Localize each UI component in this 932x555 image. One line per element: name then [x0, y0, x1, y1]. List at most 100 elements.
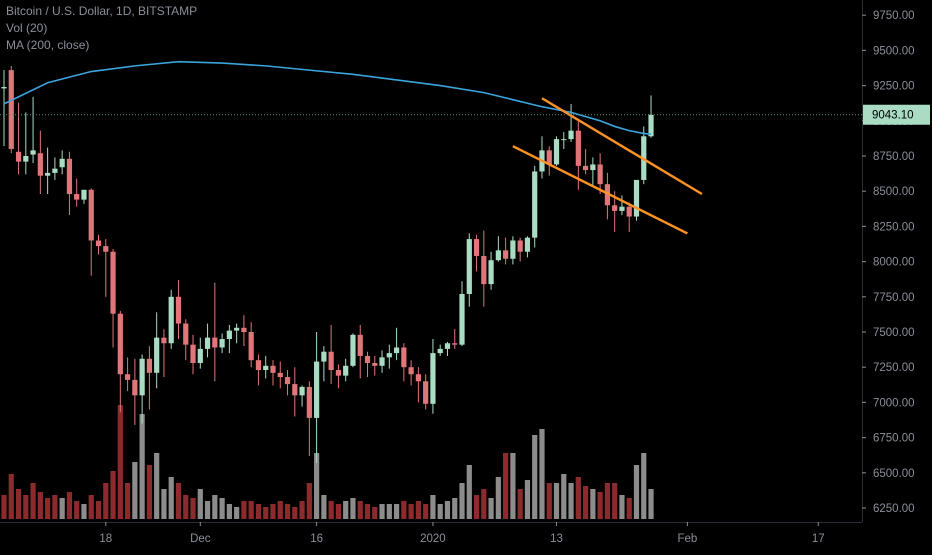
candle-body	[306, 386, 312, 418]
candle-body	[190, 344, 196, 363]
candle-body	[277, 372, 283, 378]
chart-canvas[interactable]	[0, 0, 862, 522]
candle-body	[30, 150, 36, 155]
candle-body	[255, 360, 262, 371]
price-tick-label: 8250.00	[873, 221, 915, 233]
candle-body	[408, 367, 414, 375]
candle-body	[95, 240, 102, 247]
candle-body	[423, 381, 429, 404]
candle-body	[372, 362, 378, 366]
volume-bar	[263, 507, 269, 519]
time-tick-label: Dec	[190, 533, 211, 545]
moving-average-line	[3, 60, 652, 135]
price-tick-label: 9250.00	[873, 81, 915, 93]
candle-body	[328, 351, 334, 371]
candle-body	[575, 130, 581, 166]
candle-body	[37, 153, 43, 176]
volume-bar	[270, 504, 276, 519]
volume-bar	[190, 498, 196, 519]
volume-bar	[292, 507, 298, 519]
candle-body	[270, 365, 276, 373]
candle-body	[437, 348, 443, 354]
volume-bar	[372, 507, 378, 519]
time-tick-label: 16	[310, 533, 323, 545]
price-tick-label: 9500.00	[873, 45, 915, 57]
candle-body	[139, 358, 145, 396]
candle-body	[386, 353, 392, 358]
volume-bar	[481, 489, 487, 519]
price-chart[interactable]: Bitcoin / U.S. Dollar, 1D, BITSTAMP Vol …	[0, 0, 862, 522]
candle-body	[590, 164, 596, 171]
candle-body	[241, 327, 247, 332]
volume-bar	[335, 504, 342, 519]
volume-bar	[568, 483, 574, 519]
volume-bar	[401, 501, 407, 519]
symbol-title[interactable]: Bitcoin / U.S. Dollar, 1D, BITSTAMP	[6, 4, 198, 18]
candle-body	[146, 358, 152, 373]
current-price-label: 9043.10	[872, 110, 914, 122]
volume-bar	[575, 477, 581, 519]
candle-body	[524, 237, 531, 252]
candle-body	[45, 172, 51, 176]
volume-bar	[619, 495, 625, 519]
candle-body	[66, 158, 73, 195]
time-axis[interactable]: 18Dec16202013Feb17Mar	[0, 522, 862, 550]
price-tick-label: 6750.00	[873, 433, 915, 445]
volume-bar	[103, 483, 109, 519]
volume-bar	[175, 483, 182, 519]
candle-body	[452, 343, 458, 345]
volume-bar	[415, 501, 421, 519]
time-tick-label: 17	[812, 533, 825, 545]
candle-body	[292, 384, 298, 396]
ma-indicator-label[interactable]: MA (200, close)	[6, 38, 90, 52]
volume-bar	[561, 474, 567, 519]
volume-bar	[23, 495, 29, 519]
time-axis-canvas[interactable]: 18Dec16202013Feb17Mar	[0, 522, 862, 550]
volume-bar	[234, 507, 240, 519]
current-price-badge	[863, 104, 930, 125]
candle-body	[168, 296, 174, 344]
volume-bar	[532, 435, 538, 519]
candle-body	[110, 251, 116, 314]
candle-body	[481, 255, 487, 285]
time-tick-label: Feb	[677, 533, 697, 545]
volume-bar	[146, 465, 152, 519]
volume-bar	[15, 489, 22, 519]
candle-body	[583, 165, 589, 171]
volume-bar	[277, 501, 283, 519]
volume-bar	[110, 471, 116, 519]
candle-body	[15, 151, 22, 162]
price-tick-label: 7750.00	[873, 292, 915, 304]
volume-bar	[423, 504, 429, 519]
candle-body	[124, 374, 131, 380]
volume-bar	[503, 453, 509, 519]
candle-body	[103, 246, 109, 252]
volume-bar	[314, 453, 320, 519]
trendline	[512, 145, 688, 235]
volume-bar	[553, 483, 560, 519]
volume-bar	[132, 462, 138, 519]
volume-bar	[604, 483, 611, 519]
volume-bar	[583, 486, 589, 519]
volume-bar	[343, 501, 349, 519]
candle-body	[263, 365, 269, 371]
candle-body	[379, 357, 385, 366]
volume-indicator-label[interactable]: Vol (20)	[6, 21, 48, 35]
volume-bar	[74, 501, 80, 519]
volume-bar	[641, 453, 647, 519]
candle-body	[212, 337, 218, 348]
candle-body	[393, 347, 400, 354]
volume-bar	[386, 504, 392, 519]
volume-bar	[1, 495, 7, 519]
volume-bar	[633, 465, 640, 519]
price-axis[interactable]: 6250.00 6500.00 6750.00 7000.00 7250.00 7500.…	[862, 0, 932, 522]
candle-body	[175, 296, 182, 324]
price-axis-canvas[interactable]: 6250.00 6500.00 6750.00 7000.00 7250.00 7500.…	[862, 0, 932, 522]
candle-body	[81, 189, 87, 200]
candle-body	[553, 139, 560, 165]
price-tick-label: 6250.00	[873, 503, 915, 515]
volume-bar	[88, 495, 94, 519]
candle-body	[59, 158, 65, 168]
candle-body	[444, 343, 451, 349]
volume-bar	[154, 453, 160, 519]
